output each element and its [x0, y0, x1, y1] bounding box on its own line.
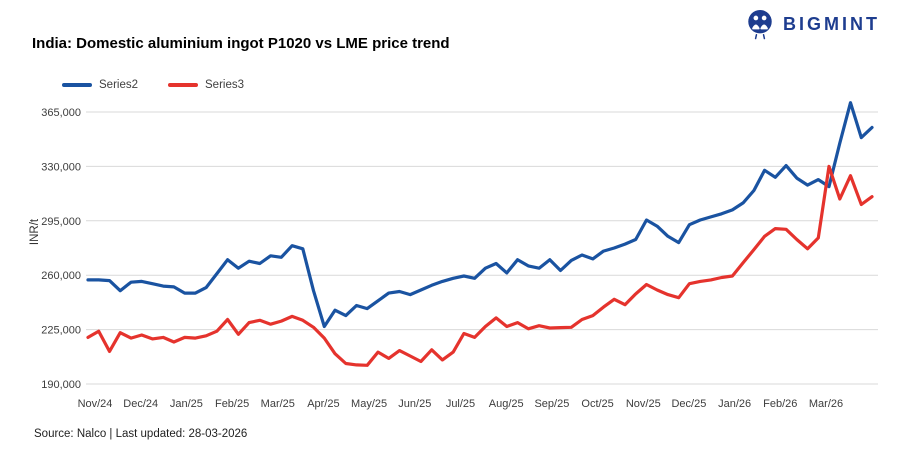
x-tick-label: Apr/25	[307, 398, 339, 410]
x-tick-label: May/25	[351, 398, 387, 410]
x-tick-labels: Nov/24 Dec/24 Jan/25 Feb/25 Mar/25 Apr/25 May/…	[78, 398, 844, 410]
legend-item-series2: Series2	[62, 79, 138, 91]
x-tick-label: Feb/25	[215, 398, 249, 410]
x-tick-label: Oct/25	[581, 398, 613, 410]
bigmint-logo-icon	[748, 9, 772, 40]
legend-item-series3: Series3	[168, 79, 244, 91]
brand-logo: BIGMINT	[745, 8, 880, 40]
series3-color-swatch	[168, 83, 198, 87]
y-tick-label: 260,000	[41, 270, 81, 282]
series2-legend-label: Series2	[99, 79, 138, 91]
x-tick-label: Aug/25	[489, 398, 524, 410]
x-tick-label: Jan/25	[170, 398, 203, 410]
x-tick-label: Dec/24	[123, 398, 158, 410]
x-tick-label: Mar/26	[809, 398, 843, 410]
x-tick-label: Nov/24	[78, 398, 113, 410]
x-tick-label: Mar/25	[261, 398, 295, 410]
x-tick-label: Feb/26	[763, 398, 797, 410]
source-note: Source: Nalco | Last updated: 28-03-2026	[34, 428, 248, 440]
gridlines	[86, 111, 878, 385]
series-lines	[86, 101, 874, 367]
series-line-series3	[86, 164, 874, 367]
x-tick-label: Dec/25	[671, 398, 706, 410]
y-tick-labels: 190,000 225,000 260,000 295,000 330,000 365,0…	[41, 107, 81, 391]
series3-legend-label: Series3	[205, 79, 244, 91]
chart-legend: Series2 Series3	[62, 79, 244, 91]
x-tick-label: Jan/26	[718, 398, 751, 410]
series2-color-swatch	[62, 83, 92, 87]
x-tick-label: Sep/25	[534, 398, 569, 410]
y-tick-label: 225,000	[41, 325, 81, 337]
y-tick-label: 190,000	[41, 379, 81, 391]
x-tick-label: Nov/25	[626, 398, 661, 410]
x-tick-label: Jul/25	[446, 398, 475, 410]
chart-title: India: Domestic aluminium ingot P1020 vs…	[32, 35, 450, 52]
brand-name: BIGMINT	[783, 13, 880, 34]
x-tick-label: Jun/25	[398, 398, 431, 410]
y-tick-label: 295,000	[41, 216, 81, 228]
y-tick-label: 365,000	[41, 107, 81, 119]
series-line-series2	[86, 101, 874, 329]
y-tick-label: 330,000	[41, 161, 81, 173]
